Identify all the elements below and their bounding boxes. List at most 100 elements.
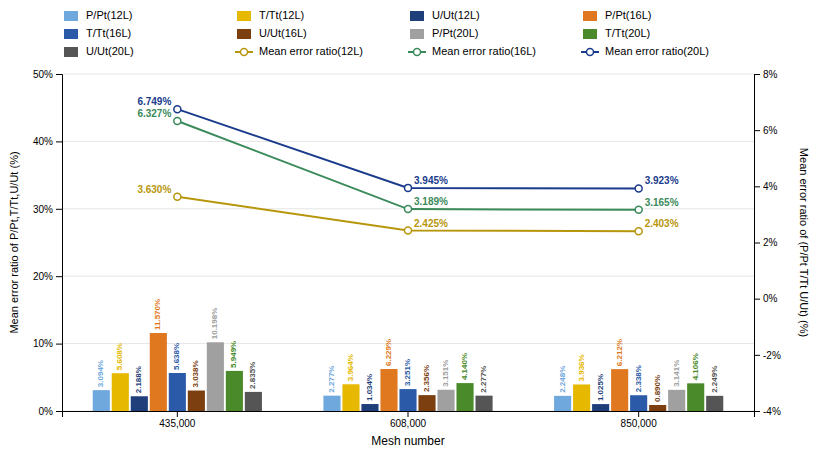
legend-label: T/Tt(20L)	[605, 27, 650, 39]
tick: 8%	[754, 69, 778, 80]
legend-swatch	[237, 11, 251, 21]
tick: 608,000	[390, 411, 427, 429]
line-series	[174, 193, 642, 234]
legend-item: U/Ut(16L)	[237, 27, 307, 39]
tick-mark	[408, 411, 409, 417]
bar-label: 3.141%	[672, 360, 681, 387]
line-label: 3.189%	[414, 196, 448, 207]
bar	[475, 396, 492, 411]
bar-series	[150, 333, 628, 411]
bar-label: 2.356%	[422, 365, 431, 392]
bar-label: 0.890%	[653, 375, 662, 402]
bar-label: 5.949%	[229, 341, 238, 368]
bar	[399, 389, 416, 411]
tick-mark	[56, 141, 62, 142]
tick-mark	[177, 411, 178, 417]
axis-line	[63, 412, 755, 418]
bar	[342, 384, 359, 411]
tick-mark	[754, 186, 760, 187]
legend-swatch	[64, 29, 78, 39]
bar-label: 2.188%	[134, 366, 143, 393]
legend-swatch	[237, 29, 251, 39]
line-series	[174, 106, 642, 192]
marks	[93, 106, 724, 411]
line-marker	[405, 227, 412, 234]
tick-label: 10%	[33, 338, 53, 349]
tick-mark	[638, 411, 639, 417]
axis-line	[755, 75, 761, 412]
bar-series	[207, 342, 685, 411]
bar-label: 3.151%	[441, 360, 450, 387]
line-marker	[174, 193, 181, 200]
tick-mark	[754, 411, 760, 412]
legend-item: T/Tt(16L)	[64, 27, 131, 39]
bar-label: 3.936%	[577, 354, 586, 381]
line-label: 2.403%	[645, 218, 679, 229]
tick-label: 0%	[763, 293, 778, 304]
legend-label: P/Pt(12L)	[86, 9, 132, 21]
bar-label: 3.038%	[191, 360, 200, 387]
tick: 40%	[33, 136, 62, 147]
bar	[361, 404, 378, 411]
tick-mark	[754, 130, 760, 131]
line	[177, 109, 638, 188]
bar	[93, 390, 110, 411]
legend: P/Pt(12L)T/Tt(12L)U/Ut(12L)P/Pt(16L)T/Tt…	[64, 9, 709, 57]
legend-label: U/Ut(16L)	[259, 27, 307, 39]
bar-label: 2.249%	[710, 366, 719, 393]
tick-label: 6%	[763, 125, 778, 136]
bar	[437, 390, 454, 411]
line-marker	[635, 185, 642, 192]
y2-axis-title: Mean error ratio of (P/Pt T/Tt U/Ut) (%)	[798, 148, 810, 337]
line-label: 2.425%	[414, 218, 448, 229]
bar-series	[188, 391, 666, 411]
tick-label: 8%	[763, 69, 778, 80]
tick-label: 2%	[763, 237, 778, 248]
tick-mark	[754, 74, 760, 75]
bar	[630, 395, 647, 411]
grid-line	[62, 276, 754, 277]
legend-item: Mean error ratio(16L)	[408, 45, 536, 57]
tick: -2%	[754, 350, 781, 361]
line-marker	[635, 228, 642, 235]
line-marker	[405, 184, 412, 191]
legend-label: T/Tt(16L)	[86, 27, 131, 39]
bar-label: 3.094%	[96, 360, 105, 387]
bar	[169, 373, 186, 411]
tick: 0%	[39, 406, 62, 417]
tick-mark	[56, 209, 62, 210]
bar-label: 2.277%	[327, 366, 336, 393]
legend-swatch	[64, 11, 78, 21]
tick: 6%	[754, 125, 778, 136]
tick-label: -4%	[763, 406, 781, 417]
bar-label: 1.025%	[596, 374, 605, 401]
legend-swatch	[410, 11, 424, 21]
line	[177, 197, 638, 231]
bar-label: 6.212%	[615, 339, 624, 366]
bar	[245, 392, 262, 411]
tick: 0%	[754, 293, 778, 304]
legend-swatch	[64, 47, 78, 57]
bar-label: 11.570%	[153, 299, 162, 330]
tick-mark	[754, 355, 760, 356]
legend-label: T/Tt(12L)	[259, 9, 304, 21]
legend-item: U/Ut(12L)	[410, 9, 480, 21]
bar-label: 1.034%	[365, 374, 374, 401]
bar	[112, 373, 129, 411]
legend-label: P/Pt(20L)	[432, 27, 478, 39]
y2-axis: -4%-2%0%2%4%6%8%	[754, 69, 781, 417]
bar	[554, 396, 571, 411]
legend-swatch	[583, 11, 597, 21]
tick: 2%	[754, 237, 778, 248]
tick-label: 50%	[33, 69, 53, 80]
line-label: 3.165%	[645, 197, 679, 208]
legend-label: U/Ut(20L)	[86, 45, 134, 57]
bar	[611, 369, 628, 411]
y-axis-title: Mean error ratio of P/Pt,T/Tt,U/Ut (%)	[8, 151, 20, 333]
bar-label: 4.140%	[460, 353, 469, 380]
bar	[380, 369, 397, 411]
line-label: 3.630%	[137, 184, 171, 195]
legend-item: T/Tt(20L)	[583, 27, 650, 39]
tick: -4%	[754, 406, 781, 417]
legend-label: Mean error ratio(16L)	[432, 45, 536, 57]
